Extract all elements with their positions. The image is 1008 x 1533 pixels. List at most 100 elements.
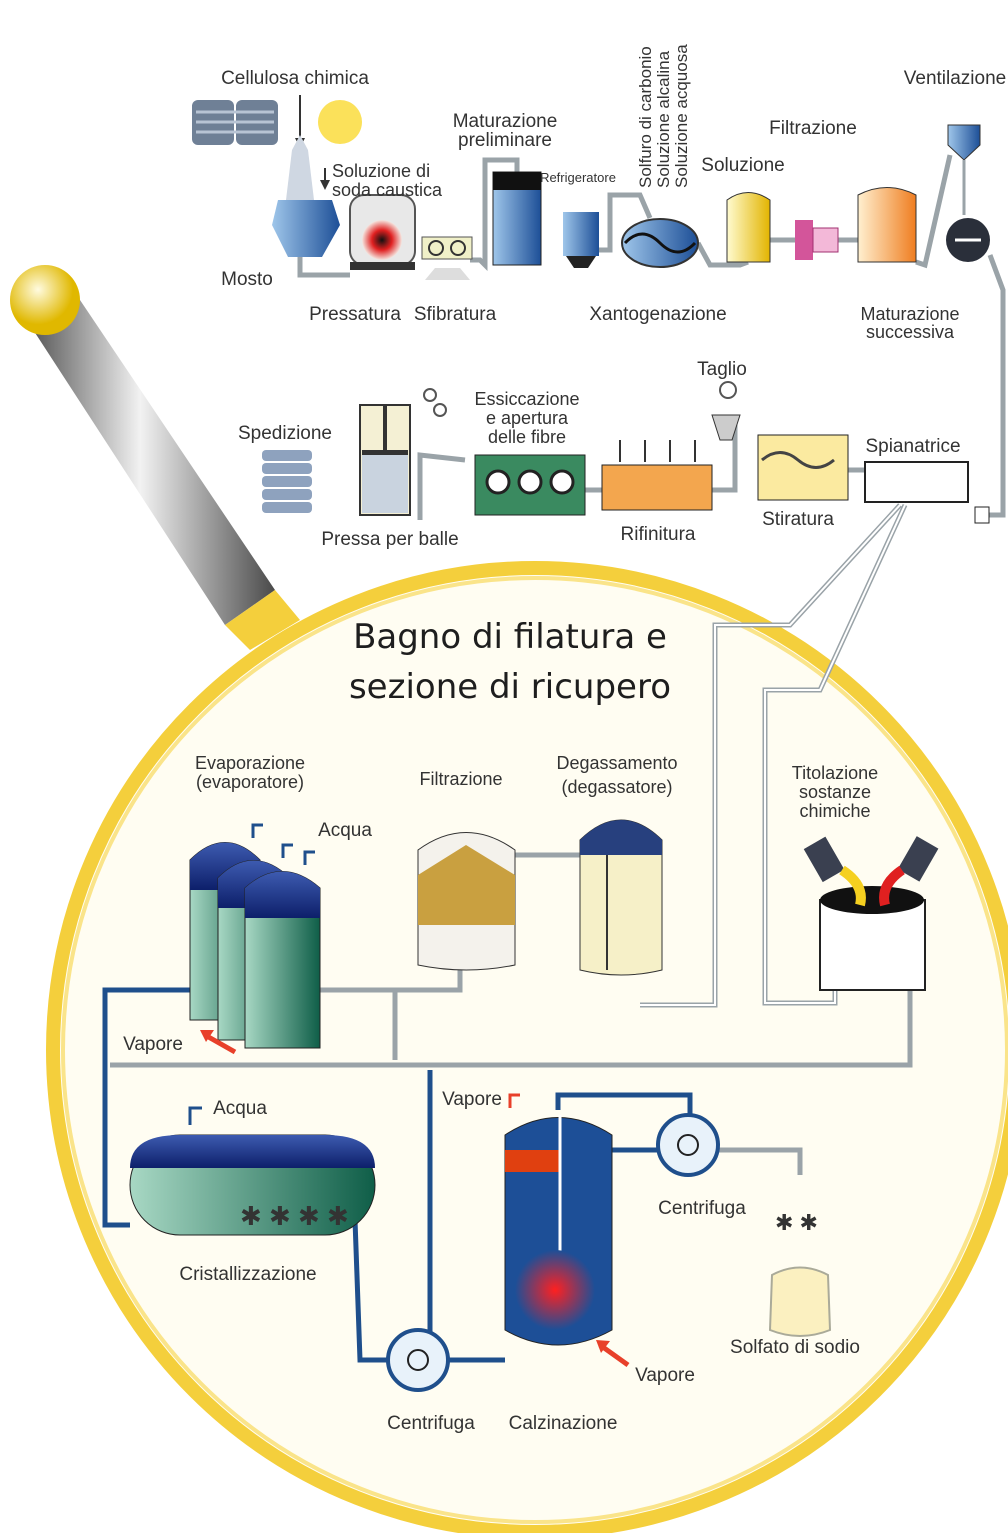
stage-label: Stiratura <box>762 509 834 530</box>
section-label: Evaporazione <box>195 753 305 773</box>
stage-label: Essiccazione <box>474 389 579 409</box>
shredder-part <box>425 268 470 280</box>
stage-label: Refrigeratore <box>540 170 616 185</box>
cutter-part <box>720 382 736 398</box>
baling-press <box>360 389 446 515</box>
section-label: Centrifuga <box>387 1413 475 1434</box>
stage-label: successiva <box>866 322 955 342</box>
section-label: Vapore <box>442 1089 502 1110</box>
centrifuges-part <box>658 1115 718 1175</box>
post-maturation-tank <box>858 188 916 263</box>
magnifier-lens <box>53 568 1008 1532</box>
cellulose-bales-part <box>318 100 362 144</box>
stage-label: Spianatrice <box>865 436 960 457</box>
stage-label: Pressatura <box>309 304 401 325</box>
press-part <box>362 220 402 260</box>
stage-label: Rifinitura <box>621 524 696 545</box>
stage-label: Soluzione di <box>332 161 430 181</box>
section-label: (evaporatore) <box>196 772 304 792</box>
calciner-part <box>505 1150 560 1172</box>
ventilation <box>946 125 990 262</box>
section-title: sezione di ricupero <box>349 667 671 707</box>
stage-label: e apertura <box>486 408 569 428</box>
shipping-bales-part <box>262 450 312 461</box>
stage-label: Soluzione <box>701 155 784 176</box>
shipping-bales-part <box>262 502 312 513</box>
shipping-bales-part <box>262 489 312 500</box>
filter-tank <box>418 833 515 971</box>
sodium-sulfate-sack-part <box>770 1268 830 1337</box>
stage-label: Mosto <box>221 269 273 290</box>
dryer-part <box>551 471 573 493</box>
mosto-vessel-part <box>272 200 340 257</box>
shipping-bales <box>262 450 312 513</box>
ventilation-part <box>948 125 980 160</box>
stage-label: Ventilazione <box>904 68 1006 89</box>
post-maturation-tank-part <box>858 188 916 263</box>
degasser-tank <box>580 820 662 975</box>
shipping-bales-part <box>262 476 312 487</box>
xanthation-drum <box>622 219 698 267</box>
filter <box>795 220 838 260</box>
stage-label: delle fibre <box>488 427 566 447</box>
dryer <box>475 455 585 515</box>
section-label: Vapore <box>635 1365 695 1386</box>
cellulose-bales <box>192 100 362 145</box>
finishing <box>602 440 712 510</box>
stage-label: Maturazione <box>453 111 558 132</box>
baling-press-part <box>362 455 408 513</box>
section-label: Titolazione <box>792 763 878 783</box>
stage-label: Soluzione acquosa <box>672 44 691 188</box>
stage-label: Spedizione <box>238 423 332 444</box>
stretching-part <box>758 435 848 500</box>
stage-label: Filtrazione <box>769 118 857 139</box>
calciner <box>505 1115 612 1345</box>
solution-tank <box>727 193 770 263</box>
stage-label: Soluzione alcalina <box>654 50 673 188</box>
spinning-machine <box>865 462 989 523</box>
calciner-part <box>515 1250 595 1330</box>
refrigerator-part <box>566 256 596 268</box>
pipes-top-part <box>975 255 1003 515</box>
section-label: Filtrazione <box>419 769 502 789</box>
pipes-top-part <box>916 155 950 265</box>
section-label: Cristallizzazione <box>179 1264 316 1285</box>
section-label: Centrifuga <box>658 1198 746 1219</box>
centrifuges-part <box>388 1330 448 1390</box>
section-label: Solfato di sodio <box>730 1337 860 1358</box>
stage-label: preliminare <box>458 130 552 151</box>
arrows-top-part <box>320 180 330 190</box>
section-label: Calzinazione <box>509 1413 618 1434</box>
maturation-tank <box>493 172 541 265</box>
magnifier-handle <box>10 265 300 650</box>
process-diagram: ✱ ✱ ✱ ✱ ✱ ✱ Cellulosa chimicaSoluzione d… <box>0 0 1008 1533</box>
baling-press-part <box>362 450 408 455</box>
stage-label: Taglio <box>697 359 747 380</box>
stage-label: Xantogenazione <box>589 304 726 325</box>
section-label: Acqua <box>213 1098 267 1119</box>
dryer-part <box>519 471 541 493</box>
stage-label: Maturazione <box>860 304 959 324</box>
magnifier-handle-part <box>10 265 80 335</box>
baling-press-part <box>424 389 436 401</box>
pipes-top-part <box>420 455 465 520</box>
maturation-tank-part <box>493 172 541 190</box>
section-title: Bagno di filatura e <box>353 617 667 657</box>
spinning-machine-part <box>975 507 989 523</box>
mosto-vessel <box>272 135 340 257</box>
titration-vessel-part <box>820 886 924 914</box>
section-label: chimiche <box>799 801 870 821</box>
baling-press-part <box>434 404 446 416</box>
filter-part <box>795 220 813 260</box>
section-label: sostanze <box>799 782 871 802</box>
stage-label: Solfuro di carbonio <box>636 46 655 188</box>
pipes-top-part <box>300 255 350 275</box>
magnifier-handle-part <box>30 300 275 625</box>
mosto-vessel-part <box>286 135 314 200</box>
dryer-part <box>487 471 509 493</box>
stage-label: soda caustica <box>332 180 443 200</box>
press <box>350 195 415 270</box>
refrigerator <box>563 212 599 268</box>
refrigerator-part <box>563 212 599 256</box>
crystals: ✱ ✱ ✱ ✱ <box>240 1201 349 1231</box>
